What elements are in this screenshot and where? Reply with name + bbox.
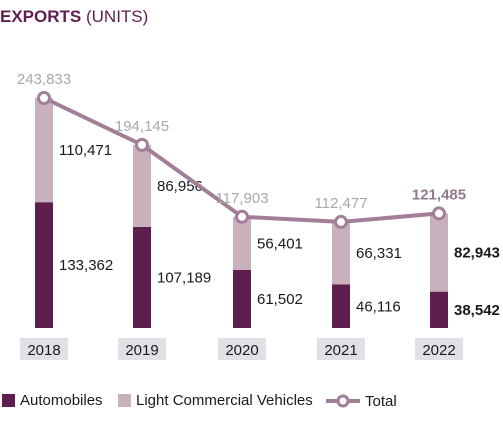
year-label-2019: 2019	[125, 342, 158, 359]
label-total-2022: 121,485	[412, 186, 466, 203]
year-label-2018: 2018	[27, 342, 60, 359]
total-line-group: 243,833 194,145 117,903 112,477 121,485	[17, 71, 466, 229]
label-lcv-2021: 66,331	[356, 245, 402, 262]
year-box-2019	[118, 338, 166, 360]
bar-automobiles-2018	[35, 202, 53, 328]
bar-lcv-2022	[430, 213, 448, 292]
label-lcv-2022: 82,943	[454, 245, 500, 262]
legend-label-total: Total	[365, 393, 397, 410]
bar-automobiles-2021	[332, 284, 350, 328]
bar-lcv-2018	[35, 98, 53, 203]
bar-lcv-2021	[332, 221, 350, 285]
label-automobiles-2019: 107,189	[157, 269, 211, 286]
label-automobiles-2018: 133,362	[59, 257, 113, 274]
chart-title: EXPORTS (UNITS)	[0, 7, 148, 26]
legend: Automobiles Light Commercial Vehicles Tota…	[2, 392, 397, 410]
legend-label-lcv: Light Commercial Vehicles	[136, 392, 313, 409]
legend-label-automobiles: Automobiles	[20, 392, 103, 409]
chart-title-main: EXPORTS	[0, 7, 81, 26]
label-total-2021: 112,477	[314, 195, 367, 212]
bar-automobiles-2020	[233, 269, 251, 328]
year-box-2021	[317, 338, 365, 360]
total-point-2020	[235, 209, 249, 224]
year-labels-group: 2018 2019 2020 2021 2022	[20, 338, 463, 360]
label-lcv-2020: 56,401	[257, 235, 303, 252]
year-label-2020: 2020	[225, 342, 258, 359]
label-automobiles-2020: 61,502	[257, 291, 303, 308]
bar-automobiles-2022	[430, 291, 448, 328]
year-box-2022	[415, 338, 463, 360]
total-point-2018	[37, 91, 51, 105]
label-total-2018: 243,833	[17, 71, 71, 88]
total-point-2022	[432, 206, 446, 221]
label-lcv-2019: 86,956	[157, 178, 203, 195]
total-point-2021	[334, 214, 348, 229]
label-automobiles-2022: 38,542	[454, 302, 500, 319]
legend-swatch-automobiles	[2, 394, 15, 407]
year-box-2018	[20, 338, 68, 360]
bar-automobiles-2019	[133, 226, 151, 328]
legend-marker-total	[336, 394, 350, 408]
label-automobiles-2021: 46,116	[356, 298, 401, 315]
year-label-2021: 2021	[324, 342, 357, 359]
bar-lcv-2019	[133, 144, 151, 227]
chart-title-sub: (UNITS)	[86, 7, 148, 26]
bar-lcv-2020	[233, 216, 251, 270]
year-box-2020	[218, 338, 266, 360]
label-total-2019: 194,145	[115, 118, 169, 135]
year-label-2022: 2022	[422, 342, 455, 359]
legend-swatch-lcv	[118, 394, 131, 407]
total-point-2019	[135, 137, 149, 152]
label-total-2020: 117,903	[215, 190, 268, 207]
label-lcv-2018: 110,471	[59, 142, 112, 159]
